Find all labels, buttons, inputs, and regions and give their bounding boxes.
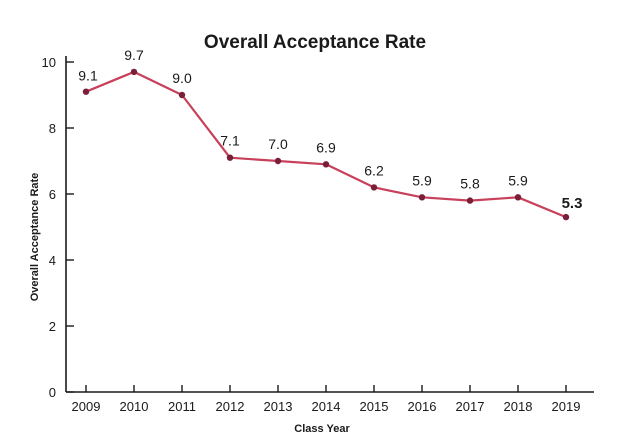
- data-point: [322, 161, 330, 168]
- x-axis-label: Class Year: [294, 423, 350, 435]
- data-point: [130, 68, 138, 76]
- data-label: 6.9: [316, 139, 336, 155]
- y-tick-label: 4: [49, 253, 56, 268]
- y-axis-label: Overall Acceptance Rate: [29, 173, 41, 302]
- data-label: 9.7: [124, 47, 144, 63]
- data-label: 5.3: [562, 195, 583, 212]
- data-point: [562, 213, 570, 221]
- axes: 0 2 4 6 8 10 2009 2010 2011 2012 2013 2014 2015 2016 2…: [42, 55, 594, 414]
- data-point: [370, 184, 378, 191]
- data-point: [514, 194, 522, 201]
- x-tick-label: 2015: [360, 399, 389, 414]
- data-labels: 9.1 9.7 9.0 7.1 7.0 6.9 6.2 5.9 5.8 5.9 5.3: [78, 47, 582, 212]
- x-tick-label: 2009: [72, 399, 101, 414]
- data-label: 9.1: [78, 68, 98, 84]
- data-label: 7.1: [220, 133, 240, 149]
- chart-title: Overall Acceptance Rate: [204, 32, 426, 53]
- x-tick-label: 2017: [456, 399, 485, 414]
- y-tick-label: 6: [49, 187, 56, 202]
- x-tick-label: 2011: [168, 399, 196, 414]
- x-tick-label: 2016: [408, 399, 437, 414]
- y-tick-label: 0: [49, 385, 56, 400]
- data-point: [418, 194, 426, 201]
- data-series: [82, 68, 570, 221]
- x-tick-label: 2013: [264, 399, 293, 414]
- data-label: 9.0: [172, 70, 192, 86]
- y-tick-label: 2: [49, 319, 56, 334]
- data-label: 5.9: [508, 172, 528, 188]
- data-point: [82, 88, 90, 95]
- x-tick-label: 2010: [120, 399, 149, 414]
- y-tick-label: 8: [49, 121, 56, 136]
- data-point: [274, 157, 282, 165]
- data-label: 7.0: [268, 136, 288, 152]
- x-tick-label: 2012: [216, 399, 245, 414]
- data-label: 5.8: [460, 176, 480, 192]
- data-point: [178, 91, 186, 99]
- x-tick-label: 2014: [312, 399, 341, 414]
- data-label: 6.2: [364, 162, 384, 178]
- x-tick-label: 2019: [552, 399, 581, 414]
- x-tick-label: 2018: [504, 399, 533, 414]
- data-point: [466, 197, 474, 204]
- data-label: 5.9: [412, 172, 432, 188]
- data-point: [226, 154, 234, 161]
- y-tick-label: 10: [42, 55, 56, 70]
